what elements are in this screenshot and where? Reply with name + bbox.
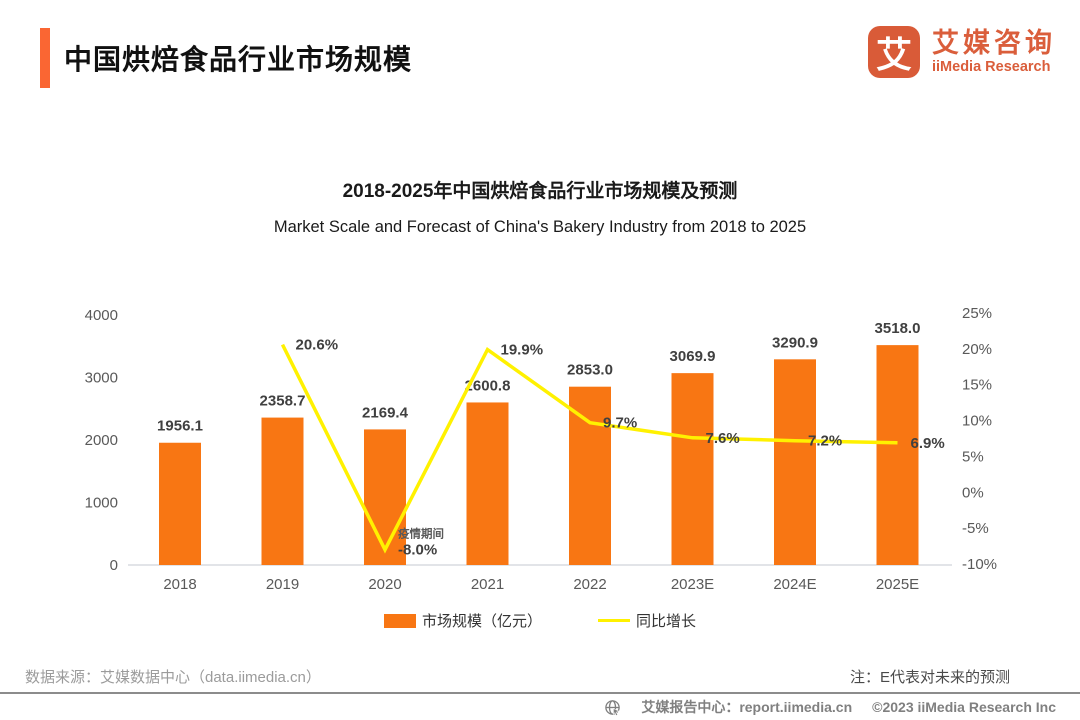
- bar-2022: [569, 386, 611, 565]
- bar-2024E: [774, 359, 816, 565]
- bar-value-label: 3518.0: [875, 320, 921, 337]
- header: 中国烘焙食品行业市场规模 艾 艾媒咨询 iiMedia Research: [40, 26, 1056, 90]
- left-axis-tick: 2000: [85, 432, 118, 449]
- logo-name-en: iiMedia Research: [932, 59, 1051, 75]
- copyright-text: ©2023 iiMedia Research Inc: [872, 699, 1056, 715]
- category-label-2018: 2018: [163, 576, 196, 593]
- growth-point-label: 6.9%: [911, 435, 945, 452]
- left-axis-tick: 3000: [85, 370, 118, 387]
- growth-point-label: 19.9%: [501, 342, 544, 359]
- category-label-2019: 2019: [266, 576, 299, 593]
- bar-value-label: 2169.4: [362, 404, 409, 421]
- right-axis-tick: 0%: [962, 484, 984, 501]
- right-axis-tick: 15%: [962, 377, 992, 394]
- category-label-2024E: 2024E: [773, 576, 816, 593]
- iimedia-logo-icon: 艾: [868, 26, 920, 78]
- right-axis-tick: 5%: [962, 448, 984, 465]
- bar-series-label: 市场规模（亿元）: [421, 613, 542, 630]
- page-title: 中国烘焙食品行业市场规模: [64, 44, 413, 75]
- line-series-swatch: [598, 618, 630, 623]
- footer-divider: [0, 692, 1080, 694]
- left-axis-tick: 4000: [85, 307, 118, 324]
- chart-title-en: Market Scale and Forecast of China's Bak…: [273, 218, 807, 236]
- bar-2021: [466, 402, 509, 565]
- bar-2025E: [876, 345, 919, 565]
- legend-item-growth: 同比增长: [598, 610, 696, 631]
- left-axis-tick: 1000: [85, 495, 118, 512]
- bar-2019: [261, 417, 304, 565]
- bar-value-label: 3290.9: [772, 334, 818, 351]
- right-axis-tick: 10%: [962, 413, 992, 430]
- left-axis-tick: 0: [110, 557, 118, 574]
- bar-value-label: 2358.7: [260, 393, 306, 410]
- chart-title-cn: 2018-2025年中国烘焙食品行业市场规模及预测: [342, 181, 738, 202]
- bottom-strip: 艾媒报告中心：report.iimedia.cn ©2023 iiMedia R…: [0, 694, 1080, 720]
- bar-value-label: 3069.9: [670, 348, 716, 365]
- iimedia-logo: 艾 艾媒咨询 iiMedia Research: [868, 26, 1056, 78]
- right-axis-tick: 20%: [962, 341, 992, 358]
- category-label-2022: 2022: [573, 576, 606, 593]
- bar-value-label: 1956.1: [157, 418, 203, 435]
- chart-title-block: 2018-2025年中国烘焙食品行业市场规模及预测 Market Scale a…: [0, 176, 1080, 237]
- right-axis-tick: -5%: [962, 520, 989, 537]
- legend-item-market-scale: 市场规模（亿元）: [383, 610, 542, 631]
- bar-2020: [364, 429, 406, 565]
- category-label-2025E: 2025E: [876, 576, 919, 593]
- category-label-2021: 2021: [471, 576, 504, 593]
- chart-legend: 市场规模（亿元） 同比增长: [0, 610, 1080, 631]
- category-label-2023E: 2023E: [671, 576, 714, 593]
- line-series-label: 同比增长: [636, 613, 697, 630]
- forecast-note: 注：E代表对未来的预测: [849, 669, 1010, 686]
- pandemic-annotation: 疫情期间: [398, 527, 444, 541]
- right-axis-tick: -10%: [962, 556, 997, 573]
- growth-point-label: 9.7%: [603, 415, 637, 432]
- logo-name-cn: 艾媒咨询: [932, 28, 1056, 58]
- title-accent-bar: [40, 28, 50, 88]
- growth-point-label: 7.6%: [706, 430, 740, 447]
- report-center-link: 艾媒报告中心：report.iimedia.cn: [641, 699, 853, 715]
- bar-2023E: [671, 373, 714, 565]
- logo-text-block: 艾媒咨询 iiMedia Research: [932, 28, 1056, 76]
- growth-point-label: 7.2%: [808, 433, 842, 450]
- bar-series-swatch: [383, 613, 416, 628]
- growth-line: [280, 343, 898, 554]
- bar-value-label: 2853.0: [567, 362, 613, 379]
- bar-value-label: 2600.8: [465, 377, 511, 394]
- report-center-globe-icon: [605, 699, 621, 716]
- category-label-2020: 2020: [368, 576, 401, 593]
- growth-point-label: 20.6%: [296, 337, 339, 354]
- growth-point-label: -8.0%: [398, 542, 437, 559]
- right-axis-tick: 25%: [962, 305, 992, 322]
- combo-chart: 0 1000 2000 3000 4000 -10% -5% 0% 5% 10% 15% 20% 25%…: [85, 305, 997, 593]
- data-source-note: 数据来源：艾媒数据中心（data.iimedia.cn）: [25, 669, 321, 686]
- bar-2018: [159, 442, 201, 565]
